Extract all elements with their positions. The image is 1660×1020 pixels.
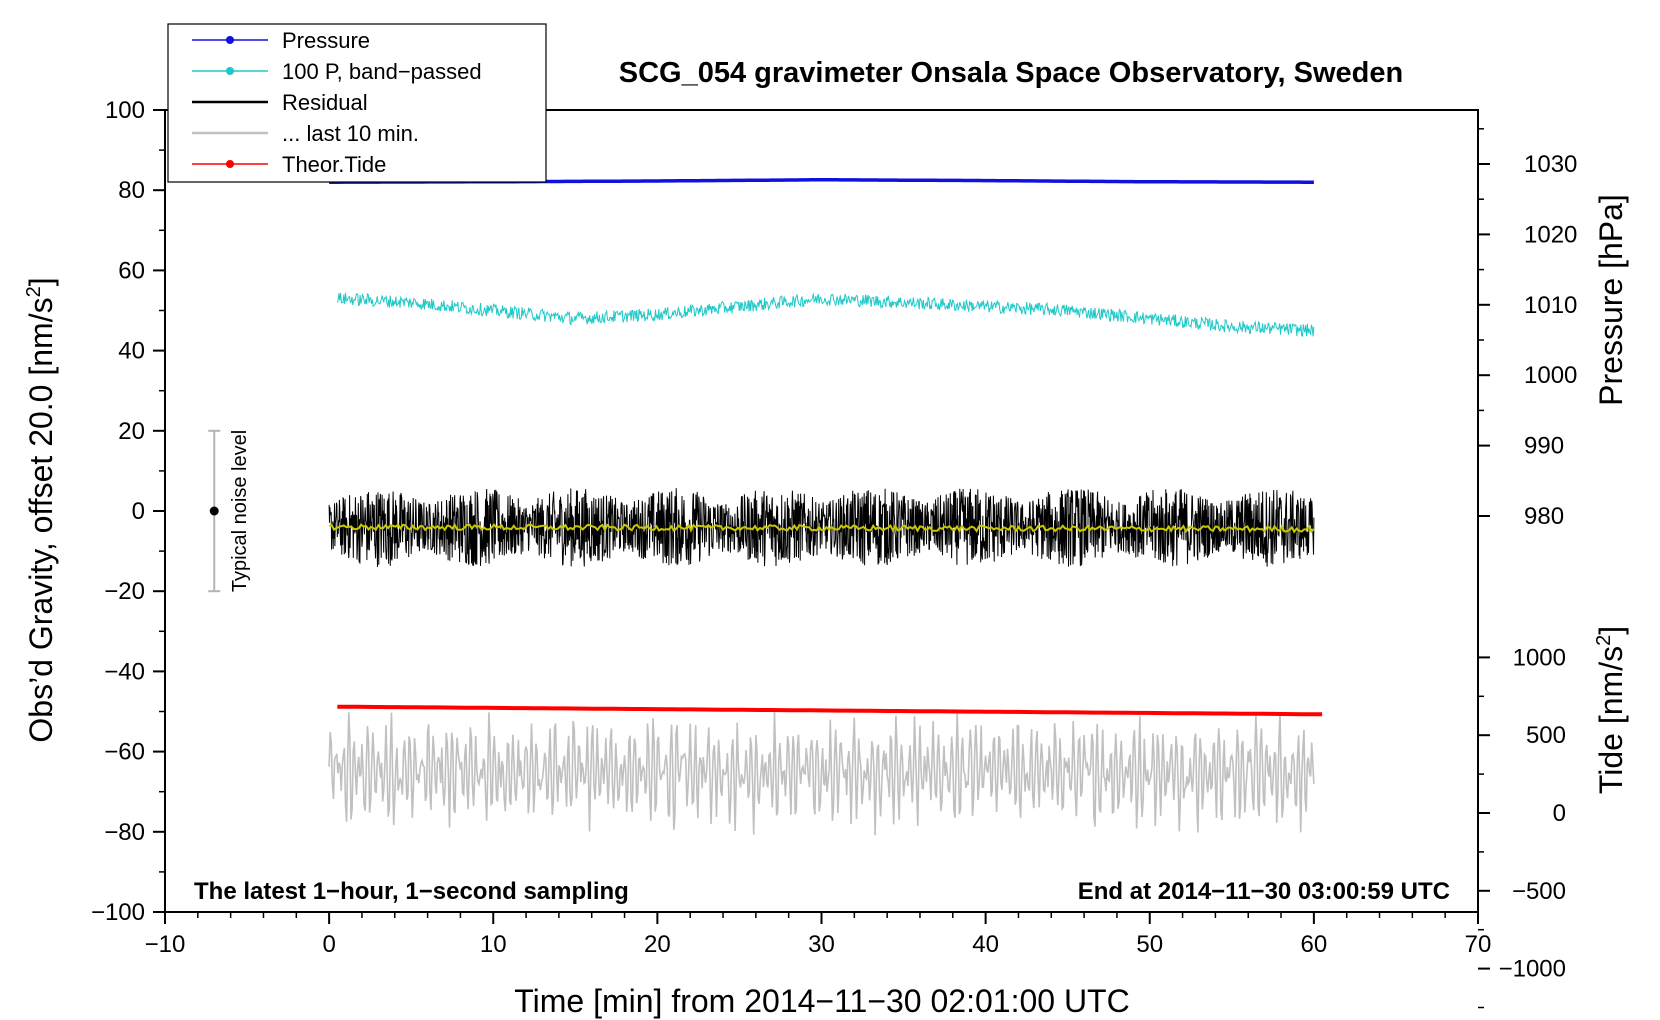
legend-label: 100 P, band−passed — [282, 59, 482, 84]
legend-label: ... last 10 min. — [282, 121, 419, 146]
series-band-passed-pressure — [336, 292, 1315, 337]
legend-marker — [226, 67, 234, 75]
series-residual — [328, 488, 1315, 568]
y-axis-label-left: Obs’d Gravity, offset 20.0 [nm/s2] — [23, 277, 59, 742]
legend-label: Residual — [282, 90, 368, 115]
y-left-tick-label: 100 — [105, 97, 145, 124]
y-left-label-end: ] — [23, 277, 59, 286]
noise-bar-center-dot — [209, 506, 219, 516]
x-tick-label: −10 — [145, 931, 186, 958]
tide-tick-label: 0 — [1553, 800, 1566, 827]
y-left-tick-label: −40 — [104, 658, 145, 685]
x-axis-label: Time [min] from 2014−11−30 02:01:00 UTC — [514, 983, 1129, 1019]
pressure-tick-label: 990 — [1524, 433, 1564, 460]
noise-bar-label: Typical noise level — [229, 430, 251, 592]
tide-tick-label: 1000 — [1513, 644, 1566, 671]
y-left-tick-label: 20 — [118, 418, 145, 445]
tide-label-end: ] — [1593, 626, 1629, 635]
y-left-tick-label: 40 — [118, 338, 145, 365]
legend: Pressure 100 P, band−passed Residual ... la… — [167, 23, 547, 183]
series-residual-mean — [328, 522, 1315, 534]
legend-label: Pressure — [282, 28, 370, 53]
subtitle-right: End at 2014−11−30 03:00:59 UTC — [1078, 878, 1450, 905]
pressure-tick-label: 980 — [1524, 503, 1564, 530]
x-tick-label: 50 — [1136, 931, 1163, 958]
tide-label-sup: 2 — [1593, 635, 1615, 646]
pressure-tick-label: 1000 — [1524, 362, 1577, 389]
pressure-tick-label: 1020 — [1524, 221, 1577, 248]
axis-layer: −10 0 10 20 30 40 50 60 70100806040200−20−40−60−… — [91, 97, 1577, 1009]
x-tick-label: 30 — [808, 931, 835, 958]
x-tick-label: 70 — [1465, 931, 1492, 958]
y-left-tick-label: −100 — [91, 899, 145, 926]
x-tick-label: 60 — [1301, 931, 1328, 958]
tide-tick-label: −500 — [1512, 878, 1566, 905]
y-left-tick-label: −60 — [104, 739, 145, 766]
x-tick-label: 10 — [480, 931, 507, 958]
y-left-tick-label: 0 — [132, 498, 145, 525]
y-left-label-main: Obs’d Gravity, offset 20.0 [nm/s — [23, 297, 59, 742]
tide-tick-label: −1000 — [1499, 956, 1566, 983]
legend-label: Theor.Tide — [282, 152, 386, 177]
x-tick-label: 0 — [322, 931, 335, 958]
tide-tick-label: 500 — [1526, 722, 1566, 749]
legend-marker — [226, 36, 234, 44]
tide-label-main: Tide [nm/s — [1593, 646, 1629, 794]
series-layer — [328, 178, 1323, 836]
x-tick-label: 20 — [644, 931, 671, 958]
series-theoretical-tide — [337, 704, 1323, 717]
y-left-tick-label: 60 — [118, 257, 145, 284]
x-tick-label: 40 — [972, 931, 999, 958]
y-axis-label-pressure: Pressure [hPa] — [1593, 194, 1629, 406]
y-left-tick-label: 80 — [118, 177, 145, 204]
legend-marker — [226, 160, 234, 168]
y-axis-label-tide: Tide [nm/s2] — [1593, 626, 1629, 794]
y-left-label-sup: 2 — [23, 286, 45, 297]
pressure-tick-label: 1010 — [1524, 292, 1577, 319]
chart-title: SCG_054 gravimeter Onsala Space Observat… — [619, 57, 1403, 89]
subtitle-left: The latest 1−hour, 1−second sampling — [194, 878, 629, 905]
noise-bar: Typical noise level — [208, 429, 251, 593]
y-left-tick-label: −20 — [104, 578, 145, 605]
series-last-10-min — [328, 710, 1315, 836]
pressure-tick-label: 1030 — [1524, 151, 1577, 178]
y-left-tick-label: −80 — [104, 819, 145, 846]
